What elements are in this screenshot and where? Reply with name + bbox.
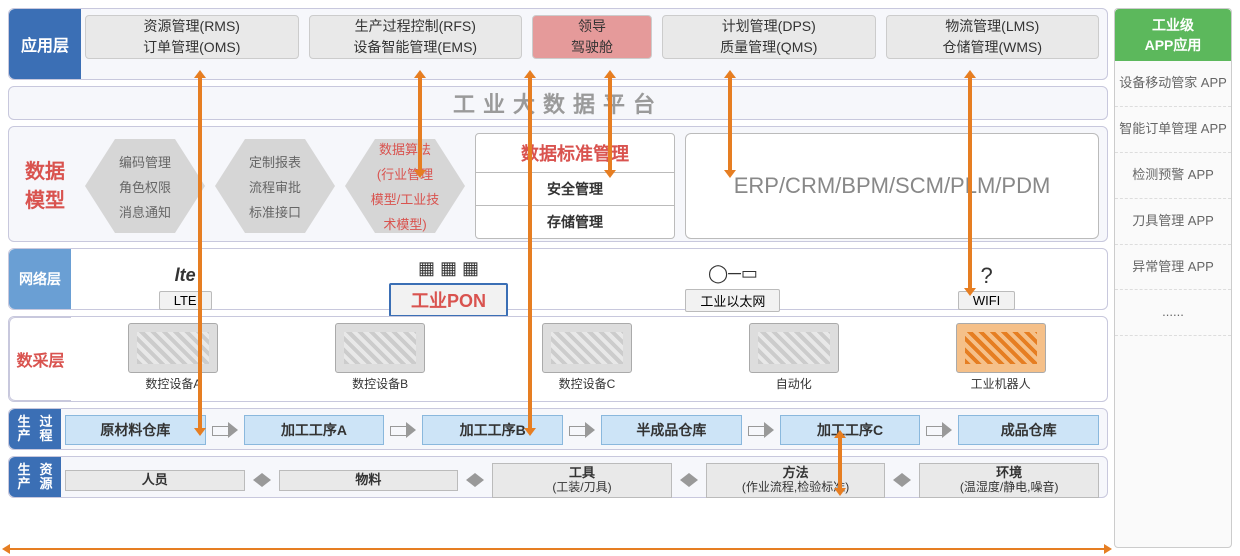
device-4: 工业机器人 [956, 323, 1046, 392]
net-item-0: lte LTE [159, 263, 212, 310]
proc-arrow-icon [390, 422, 416, 438]
device-label: 数控设备C [559, 375, 616, 392]
res-layer: 生产资源 人员 物料 工具(工装/刀具) 方法(作业流程,检验标准) 环境(温湿度/静电… [8, 456, 1108, 498]
proc-layer: 生产过程 原材料仓库 加工工序A 加工工序B 半成品仓库 加工工序C 成品仓库 [8, 408, 1108, 450]
std-row: 存储管理 [476, 206, 674, 238]
proc-step-0: 原材料仓库 [65, 415, 206, 445]
collect-layer: 数采层 数控设备A 数控设备B 数控设备C 自动化 工业机器人 [8, 316, 1108, 402]
proc-step-2: 加工工序B [422, 415, 563, 445]
device-icon [128, 323, 218, 373]
pon-icon: ▦ ▦ ▦ [418, 255, 479, 281]
wifi-icon: ?︎ [980, 263, 992, 289]
device-label: 工业机器人 [971, 375, 1031, 392]
proc-step-5: 成品仓库 [958, 415, 1099, 445]
app-layer-label: 应用层 [9, 9, 81, 79]
device-icon [749, 323, 839, 373]
res-bi-arrow-icon [680, 473, 698, 487]
device-icon [956, 323, 1046, 373]
net-item-3: ?︎WIFI [958, 263, 1015, 310]
proc-step-1: 加工工序A [244, 415, 385, 445]
net-item-1: ▦ ▦ ▦工业PON [389, 255, 508, 317]
proc-arrow-icon [748, 422, 774, 438]
res-item-1: 物料 [279, 470, 459, 491]
res-item-4: 环境(温湿度/静电,噪音) [919, 463, 1099, 498]
device-2: 数控设备C [542, 323, 632, 392]
res-bi-arrow-icon [466, 473, 484, 487]
device-1: 数控设备B [335, 323, 425, 392]
vertical-arrow-4 [728, 78, 732, 170]
platform-bar: 工业大数据平台 [8, 86, 1108, 120]
app-layer: 应用层 资源管理(RMS)订单管理(OMS)生产过程控制(RFS)设备智能管理(… [8, 8, 1108, 80]
proc-step-4: 加工工序C [780, 415, 921, 445]
vertical-arrow-0 [198, 78, 202, 428]
collect-layer-label: 数采层 [9, 317, 71, 401]
device-3: 自动化 [749, 323, 839, 392]
net-item-2: ◯─▭工业以太网 [685, 261, 780, 312]
app-box-4: 物流管理(LMS)仓储管理(WMS) [886, 15, 1100, 59]
side-item-5: ...... [1115, 290, 1231, 336]
side-panel: 工业级APP应用 设备移动管家 APP智能订单管理 APP检测预警 APP刀具管… [1114, 8, 1232, 548]
res-bi-arrow-icon [893, 473, 911, 487]
vertical-arrow-2 [528, 78, 532, 428]
res-layer-label: 生产资源 [9, 457, 61, 497]
net-label: 工业PON [389, 283, 508, 317]
app-box-1: 生产过程控制(RFS)设备智能管理(EMS) [309, 15, 523, 59]
eth-icon: ◯─▭ [708, 261, 758, 287]
vertical-arrow-3 [608, 78, 612, 170]
proc-layer-label: 生产过程 [9, 409, 61, 449]
app-box-3: 计划管理(DPS)质量管理(QMS) [662, 15, 876, 59]
std-head: 数据标准管理 [476, 134, 674, 173]
device-label: 数控设备A [145, 375, 201, 392]
lte-icon: lte [175, 263, 196, 289]
device-icon [542, 323, 632, 373]
data-layer: 数据模型 编码管理角色权限消息通知 定制报表流程审批标准接口 数据算法(行业管理… [8, 126, 1108, 242]
res-item-0: 人员 [65, 470, 245, 491]
vertical-arrow-6 [838, 438, 842, 488]
hex-1: 编码管理角色权限消息通知 [85, 133, 205, 239]
hex-2: 定制报表流程审批标准接口 [215, 133, 335, 239]
proc-arrow-icon [569, 422, 595, 438]
side-item-2: 检测预警 APP [1115, 153, 1231, 199]
side-head: 工业级APP应用 [1115, 9, 1231, 61]
res-item-3: 方法(作业流程,检验标准) [706, 463, 886, 498]
device-0: 数控设备A [128, 323, 218, 392]
vertical-arrow-1 [418, 78, 422, 170]
std-row: 安全管理 [476, 173, 674, 206]
net-layer: 网络层 lteLTE▦ ▦ ▦工业PON◯─▭工业以太网?︎WIFI [8, 248, 1108, 310]
res-bi-arrow-icon [253, 473, 271, 487]
main-diagram: 应用层 资源管理(RMS)订单管理(OMS)生产过程控制(RFS)设备智能管理(… [8, 8, 1108, 548]
net-layer-label: 网络层 [9, 249, 71, 309]
device-label: 数控设备B [352, 375, 408, 392]
bottom-arrow [2, 544, 1112, 554]
net-label: LTE [159, 291, 212, 310]
erp-box: ERP/CRM/BPM/SCM/PLM/PDM [685, 133, 1099, 239]
data-layer-label: 数据模型 [9, 127, 81, 241]
std-box: 数据标准管理 安全管理存储管理 [475, 133, 675, 239]
app-box-0: 资源管理(RMS)订单管理(OMS) [85, 15, 299, 59]
proc-arrow-icon [212, 422, 238, 438]
side-item-3: 刀具管理 APP [1115, 199, 1231, 245]
hex-3: 数据算法(行业管理模型/工业技术模型) [345, 133, 465, 239]
side-item-0: 设备移动管家 APP [1115, 61, 1231, 107]
device-label: 自动化 [776, 375, 812, 392]
app-box-2: 领导驾驶舱 [532, 15, 652, 59]
side-item-1: 智能订单管理 APP [1115, 107, 1231, 153]
proc-arrow-icon [926, 422, 952, 438]
net-label: 工业以太网 [685, 289, 780, 312]
res-item-2: 工具(工装/刀具) [492, 463, 672, 498]
proc-step-3: 半成品仓库 [601, 415, 742, 445]
vertical-arrow-5 [968, 78, 972, 288]
device-icon [335, 323, 425, 373]
side-item-4: 异常管理 APP [1115, 245, 1231, 291]
